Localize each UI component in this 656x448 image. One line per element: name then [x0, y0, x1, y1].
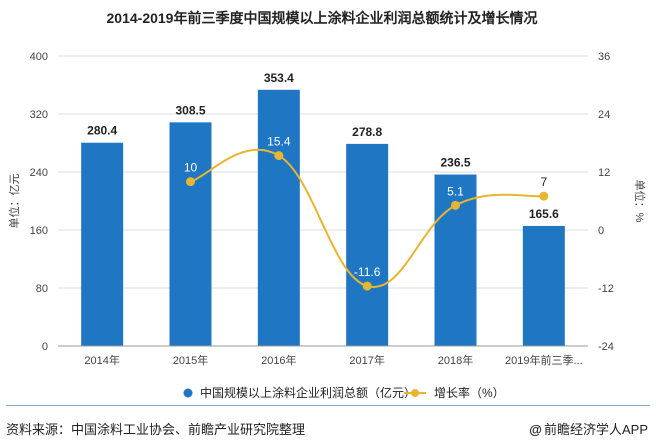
y-tick-label: 400 — [30, 51, 48, 63]
growth-point — [362, 281, 372, 291]
y2-axis-title: 单位：% — [633, 180, 647, 223]
growth-value-label: 10 — [184, 161, 198, 175]
footer: 资料来源：中国涂料工业协会、前瞻产业研究院整理 @ 前瞻经济学人APP — [0, 405, 656, 448]
legend-line-label: 增长率（%） — [434, 385, 505, 400]
growth-value-label: 5.1 — [447, 184, 464, 198]
axes-layer: 0 80 160 240 320 400 -24 -12 0 12 24 36 单位：亿元 单位：% 201… — [7, 51, 647, 367]
growth-value-label: 15.4 — [267, 135, 291, 149]
bars-layer: 280.4 308.5 353.4 278.8 236.5 165.6 — [81, 71, 565, 347]
x-tick-label: 2018年 — [438, 353, 473, 367]
x-tick-label: 2017年 — [349, 353, 384, 367]
x-tick-label: 2019年前三季... — [505, 353, 583, 367]
x-tick-label: 2014年 — [84, 353, 119, 367]
at-icon: @ — [529, 422, 542, 437]
y2-tick-label: -24 — [598, 341, 614, 353]
y2-tick-label: 12 — [598, 167, 610, 179]
y2-tick-label: 36 — [598, 51, 610, 63]
y-axis-title: 单位：亿元 — [7, 174, 21, 229]
bar-value-label: 278.8 — [352, 125, 382, 139]
y-tick-label: 160 — [30, 225, 48, 237]
y2-tick-label: 0 — [598, 225, 604, 237]
bar — [169, 122, 212, 347]
legend: 中国规模以上涂料企业利润总额（亿元） 增长率（%） — [183, 385, 505, 400]
growth-point — [539, 191, 549, 201]
gridlines — [58, 55, 588, 289]
bar — [346, 143, 389, 346]
y-tick-label: 320 — [30, 109, 48, 121]
credit-text: 前瞻经济学人APP — [543, 422, 648, 437]
growth-point — [274, 151, 284, 161]
growth-value-label: 7 — [540, 175, 547, 189]
y-tick-label: 80 — [36, 283, 48, 295]
bar-value-label: 236.5 — [440, 156, 470, 170]
y-tick-label: 0 — [42, 341, 48, 353]
y-tick-label: 240 — [30, 167, 48, 179]
chart-title: 2014-2019年前三季度中国规模以上涂料企业利润总额统计及增长情况 — [107, 10, 538, 26]
bar — [257, 89, 300, 346]
growth-point — [186, 177, 195, 187]
bar-value-label: 280.4 — [87, 124, 117, 138]
bar — [81, 142, 124, 346]
legend-line-marker — [411, 389, 419, 397]
source-note: 资料来源：中国涂料工业协会、前瞻产业研究院整理 — [6, 422, 306, 437]
bar-value-label: 308.5 — [175, 103, 205, 117]
legend-bar-label: 中国规模以上涂料企业利润总额（亿元） — [200, 385, 416, 400]
footer-divider — [6, 405, 650, 406]
bar-value-label: 165.6 — [529, 207, 559, 221]
x-tick-label: 2015年 — [173, 353, 208, 367]
y2-tick-label: -12 — [598, 283, 614, 295]
chart: 2014-2019年前三季度中国规模以上涂料企业利润总额统计及增长情况 280.… — [7, 10, 647, 400]
bar — [522, 225, 565, 346]
legend-bar-marker — [183, 388, 193, 398]
line-layer: 10 15.4 -11.6 5.1 7 — [184, 135, 549, 291]
x-tick-label: 2016年 — [261, 353, 296, 367]
credit: @ 前瞻经济学人APP — [529, 419, 648, 438]
y2-tick-label: 24 — [598, 109, 610, 121]
bar-value-label: 353.4 — [264, 71, 294, 85]
growth-point — [451, 200, 460, 210]
growth-value-label: -11.6 — [354, 265, 381, 279]
